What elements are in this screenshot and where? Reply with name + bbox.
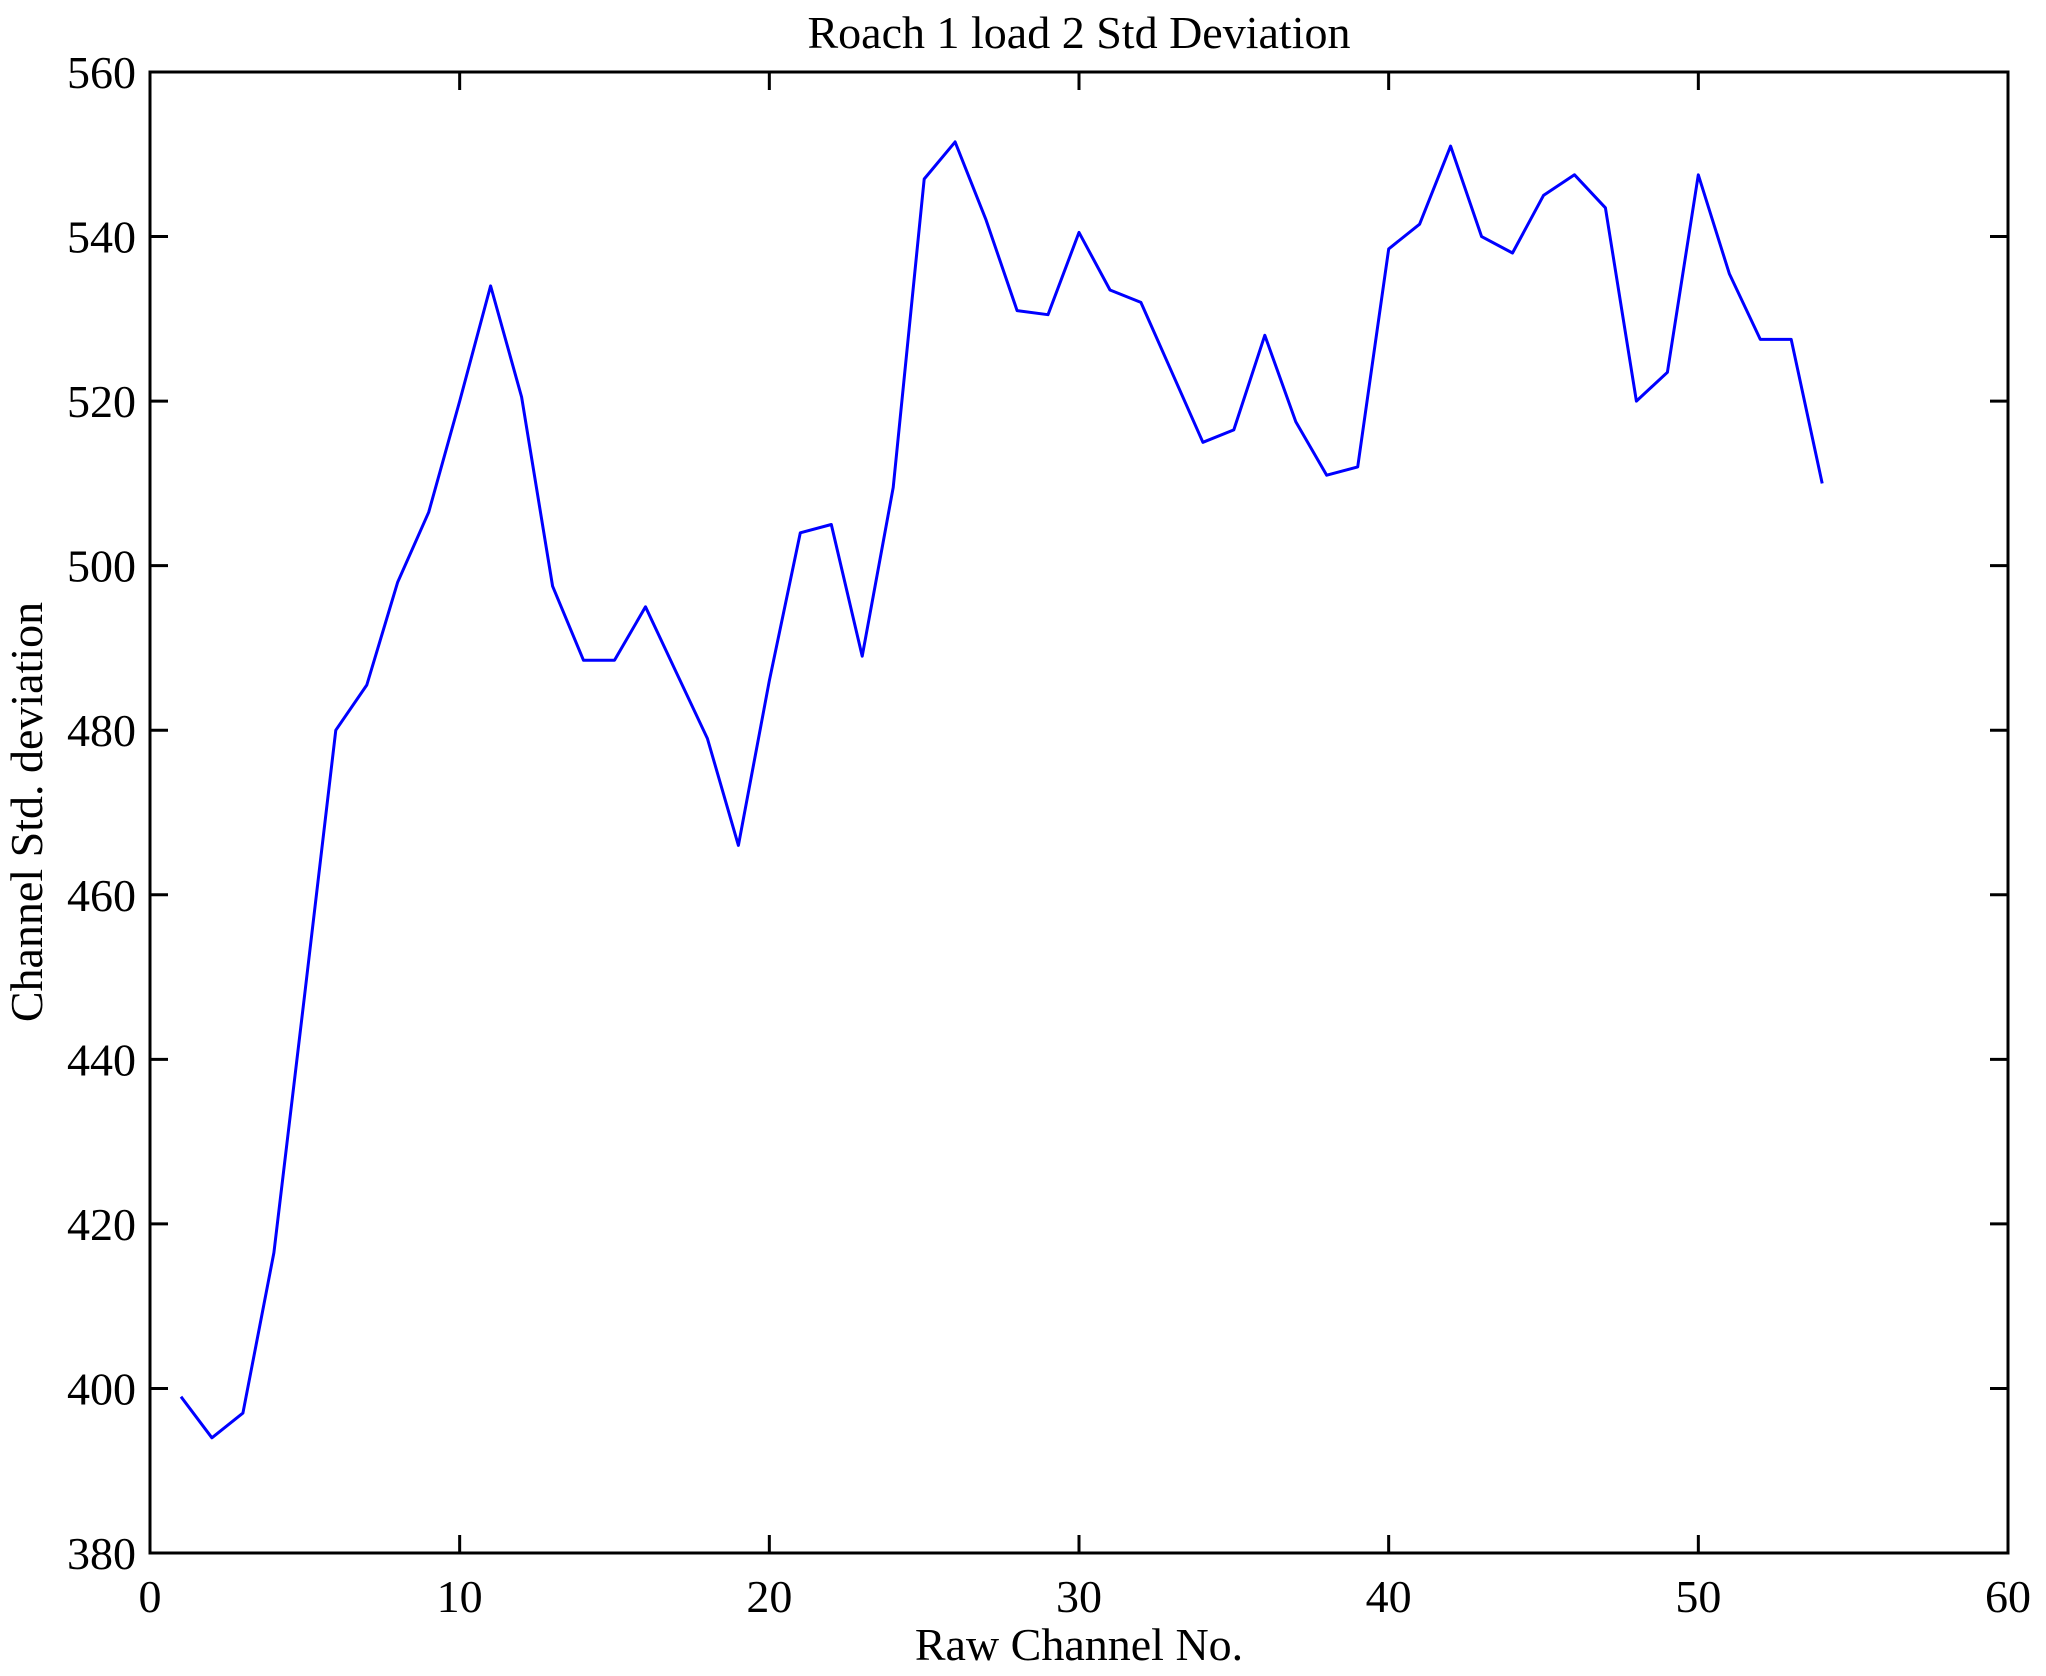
plot-border bbox=[148, 70, 2010, 1555]
y-tick-label: 560 bbox=[67, 47, 136, 98]
x-tick-label: 20 bbox=[746, 1571, 792, 1622]
axis-tick-labels: 0 10 20 30 40 50 60 380 400 420 440 460 480 500 520 540… bbox=[67, 47, 2031, 1622]
x-tick-label: 10 bbox=[437, 1571, 483, 1622]
y-tick-label: 500 bbox=[67, 541, 136, 592]
x-tick-label: 60 bbox=[1985, 1571, 2031, 1622]
y-tick-label: 480 bbox=[67, 705, 136, 756]
y-tick-label: 380 bbox=[67, 1528, 136, 1579]
y-tick-label: 400 bbox=[67, 1363, 136, 1414]
x-tick-label: 50 bbox=[1675, 1571, 1721, 1622]
y-tick-label: 420 bbox=[67, 1199, 136, 1250]
x-axis-label: Raw Channel No. bbox=[915, 1619, 1243, 1670]
x-tick-label: 0 bbox=[139, 1571, 162, 1622]
y-tick-label: 540 bbox=[67, 212, 136, 263]
data-line bbox=[179, 140, 1824, 1440]
axis-ticks bbox=[148, 70, 2010, 1555]
y-tick-label: 440 bbox=[67, 1034, 136, 1085]
y-tick-label: 520 bbox=[67, 376, 136, 427]
x-tick-label: 40 bbox=[1366, 1571, 1412, 1622]
chart-title: Roach 1 load 2 Std Deviation bbox=[808, 7, 1351, 58]
y-axis-label: Channel Std. deviation bbox=[1, 602, 52, 1022]
x-tick-label: 30 bbox=[1056, 1571, 1102, 1622]
y-tick-label: 460 bbox=[67, 870, 136, 921]
